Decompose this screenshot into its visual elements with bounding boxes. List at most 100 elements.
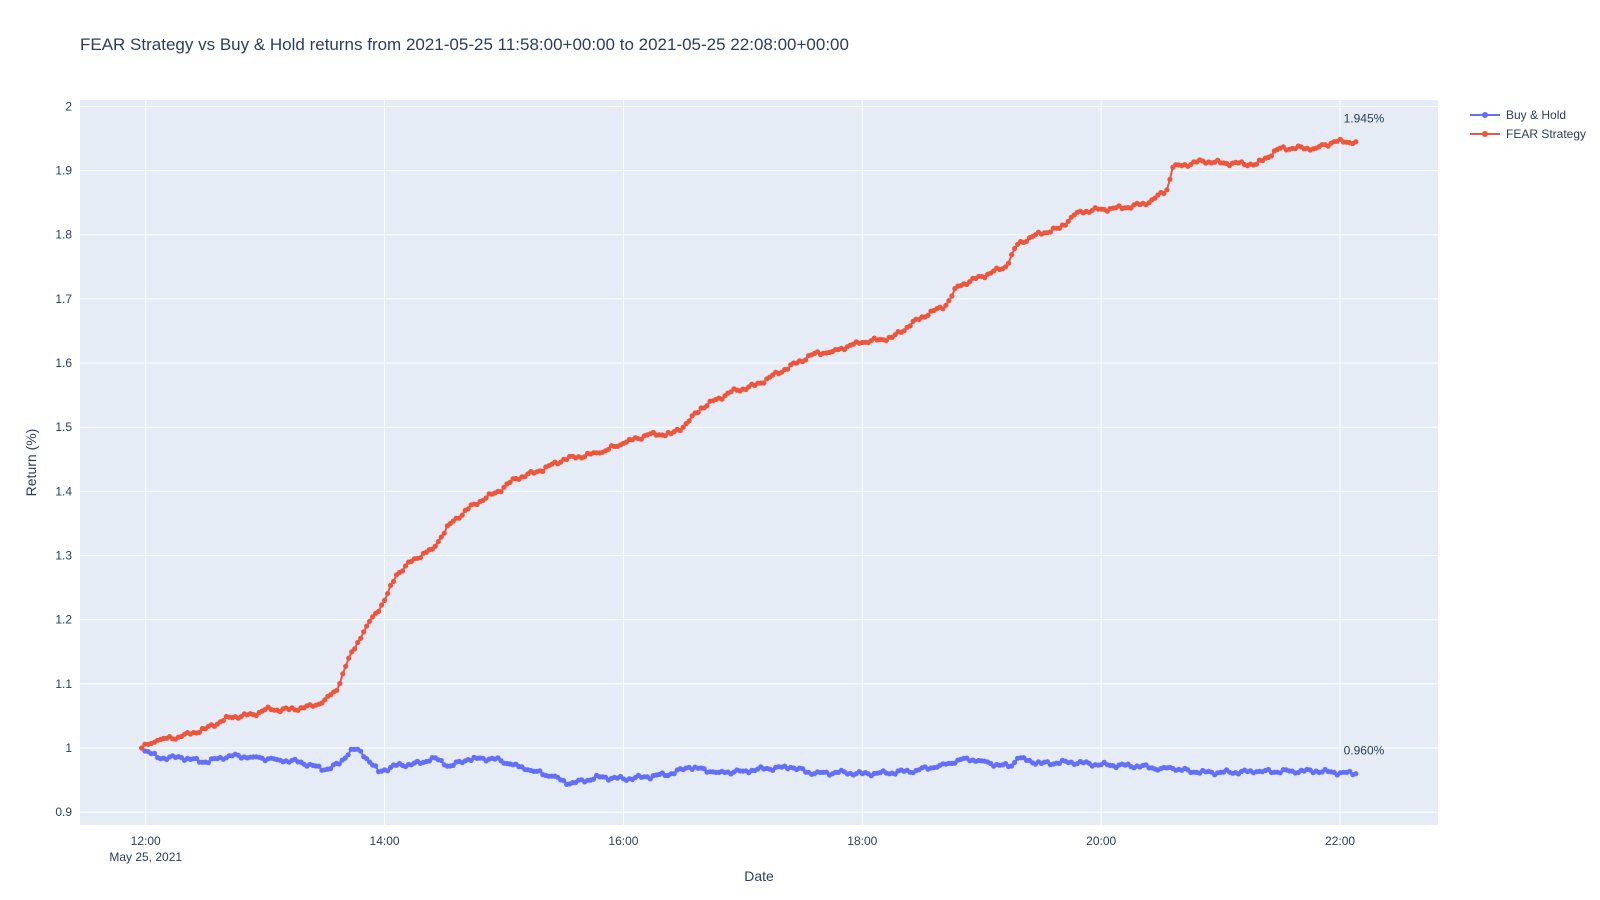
data-point-buy-hold [1347,768,1353,774]
x-tick-label: 16:00 [608,834,638,848]
data-point-fear-strategy [785,366,791,372]
legend-label-buy-hold: Buy & Hold [1506,108,1566,122]
data-point-fear-strategy [1065,218,1071,224]
data-point-buy-hold [800,766,806,772]
data-point-buy-hold [345,752,351,758]
data-point-fear-strategy [355,639,361,646]
data-point-fear-strategy [1009,252,1015,258]
data-point-fear-strategy [946,298,952,304]
data-point-fear-strategy [907,323,913,329]
data-point-fear-strategy [435,539,441,545]
data-point-fear-strategy [220,718,226,724]
data-point-buy-hold [316,763,322,769]
data-point-buy-hold [1009,763,1015,769]
legend-marker-buy-hold [1482,112,1488,118]
data-point-fear-strategy [1056,225,1062,231]
data-point-buy-hold [1012,759,1018,766]
y-tick-label: 1.8 [55,228,72,242]
data-point-fear-strategy [582,454,588,460]
grid-lines [80,100,1438,825]
y-tick-label: 1.1 [55,677,72,691]
x-tick-label: 18:00 [847,834,877,848]
data-point-fear-strategy [1161,190,1167,197]
data-point-buy-hold [1353,771,1359,777]
data-point-buy-hold [591,776,597,782]
data-point-fear-strategy [364,623,370,629]
data-point-fear-strategy [361,629,367,635]
data-point-fear-strategy [139,745,145,751]
data-point-buy-hold [373,763,379,769]
data-point-fear-strategy [605,446,612,452]
data-point-fear-strategy [390,578,397,585]
data-point-buy-hold [561,778,567,784]
data-point-fear-strategy [432,543,438,549]
data-point-buy-hold [193,755,200,762]
x-axis-date-label: May 25, 2021 [109,850,182,864]
data-point-fear-strategy [1003,264,1009,270]
x-tick-label: 12:00 [131,834,161,848]
legend-item-buy-hold[interactable]: Buy & Hold [1470,108,1566,122]
data-point-fear-strategy [695,409,701,415]
y-tick-label: 1 [65,741,72,755]
buy-hold-final-label: 0.960% [1344,744,1385,758]
data-point-fear-strategy [343,663,349,669]
data-point-fear-strategy [1012,245,1018,252]
data-point-fear-strategy [501,484,507,490]
y-axis-ticks: 0.9 1 1.1 1.2 1.3 1.4 1.5 1.6 1.7 1.8 1.9 2 [55,99,72,819]
series-fear-strategy [139,136,1359,751]
x-axis-title: Date [744,868,774,884]
data-point-buy-hold [426,758,432,764]
y-tick-label: 1.4 [55,484,72,498]
data-point-fear-strategy [196,729,202,736]
data-point-buy-hold [537,768,543,774]
data-point-fear-strategy [677,428,683,434]
y-tick-label: 0.9 [55,805,72,819]
data-point-fear-strategy [376,608,382,615]
data-point-fear-strategy [704,403,710,409]
series-buy-hold [139,745,1359,788]
y-tick-label: 2 [65,99,72,113]
data-point-fear-strategy [1253,161,1260,167]
data-point-fear-strategy [334,687,340,693]
y-tick-label: 1.7 [55,292,72,306]
data-point-buy-hold [328,766,334,772]
legend-marker-fear-strategy [1482,131,1488,137]
data-point-fear-strategy [1167,176,1173,182]
legend-label-fear-strategy: FEAR Strategy [1506,127,1586,141]
data-point-fear-strategy [940,306,946,312]
data-point-fear-strategy [402,563,409,569]
y-tick-label: 1.9 [55,164,72,178]
data-point-fear-strategy [925,312,931,319]
y-axis-title: Return (%) [23,429,39,497]
chart-title: FEAR Strategy vs Buy & Hold returns from… [80,35,849,54]
data-point-fear-strategy [399,568,406,574]
data-point-fear-strategy [949,293,955,299]
y-tick-label: 1.2 [55,613,72,627]
x-tick-label: 14:00 [370,834,400,848]
data-point-buy-hold [450,762,456,769]
data-point-buy-hold [336,761,342,767]
data-point-fear-strategy [1047,229,1053,235]
data-point-fear-strategy [1023,238,1030,244]
data-point-fear-strategy [1062,222,1068,228]
plot-area [80,100,1438,825]
data-point-fear-strategy [465,506,471,512]
legend-item-fear-strategy[interactable]: FEAR Strategy [1470,127,1586,141]
data-point-fear-strategy [901,328,907,334]
data-point-buy-hold [358,748,364,754]
data-point-fear-strategy [382,597,388,604]
data-point-fear-strategy [883,338,889,344]
y-tick-label: 1.6 [55,356,72,370]
data-point-fear-strategy [352,646,358,652]
data-point-fear-strategy [370,614,376,620]
data-point-fear-strategy [1164,187,1170,193]
legend[interactable]: Buy & Hold FEAR Strategy [1470,108,1586,141]
data-point-fear-strategy [417,555,423,561]
y-tick-label: 1.5 [55,420,72,434]
data-point-buy-hold [205,760,211,766]
data-point-fear-strategy [459,512,465,518]
data-point-fear-strategy [438,534,444,540]
data-point-fear-strategy [483,495,489,501]
data-point-fear-strategy [367,618,373,624]
